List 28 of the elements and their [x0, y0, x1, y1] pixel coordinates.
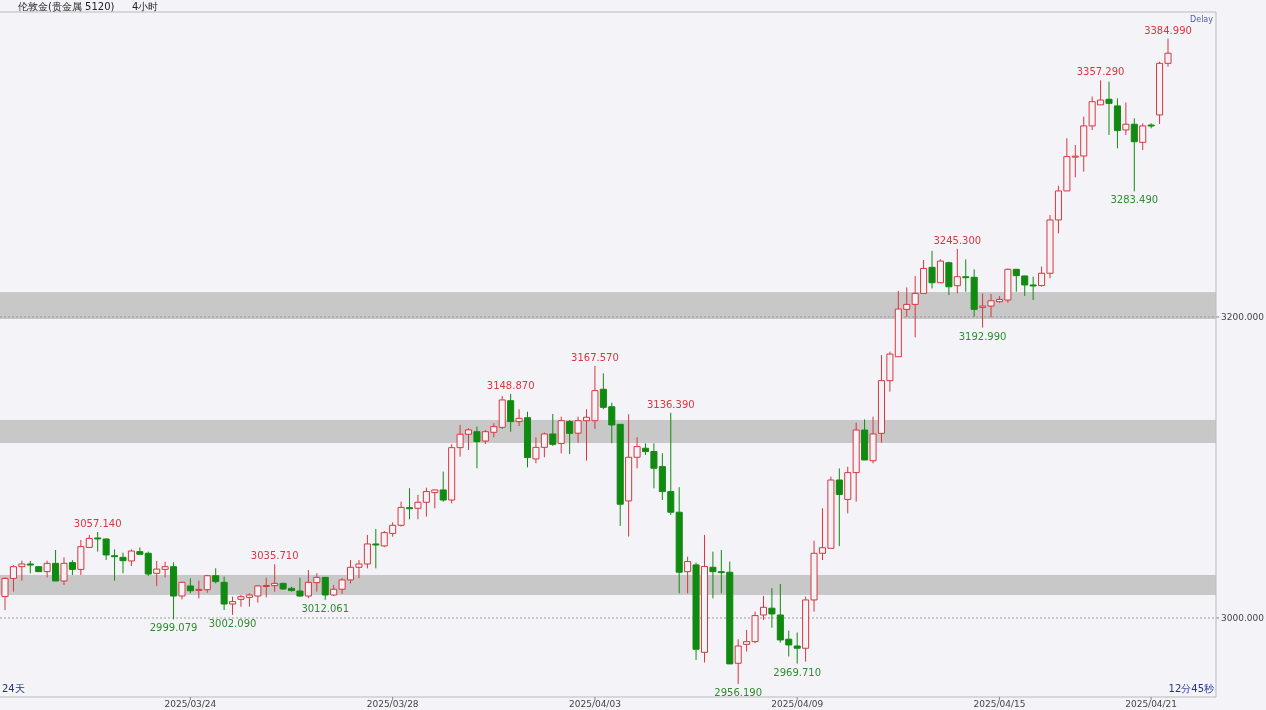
annotation: 3148.870: [486, 379, 535, 391]
annotation: 3283.490: [1110, 194, 1159, 206]
annotation: 3057.140: [73, 518, 122, 530]
y-tick-label: 3000.000: [1221, 613, 1265, 623]
chart-title: 伦敦金(贵金属 5120): [18, 1, 115, 12]
x-tick-label: 2025/03/28: [366, 699, 419, 709]
annotation: 12分45秒: [1168, 683, 1214, 694]
x-tick-label: 2025/04/03: [568, 699, 621, 709]
x-tick-label: 2025/04/15: [973, 699, 1026, 709]
y-tick-label: 3200.000: [1221, 312, 1265, 323]
annotation: 3012.061: [301, 602, 350, 614]
annotation: 2969.710: [773, 666, 822, 678]
annotation: 2956.190: [714, 686, 763, 698]
annotation: 24天: [2, 683, 25, 694]
chart-subtitle: 4小时: [132, 1, 159, 12]
x-tick-label: 2025/04/21: [1125, 699, 1178, 709]
annotation: 3167.570: [571, 351, 619, 363]
annotation: 3136.390: [646, 398, 695, 410]
text: Delay: [1190, 15, 1214, 24]
annotation: 3035.710: [250, 550, 299, 562]
annotation: 3002.090: [208, 617, 257, 629]
x-tick-label: 2025/04/09: [771, 699, 824, 709]
annotation: 3245.300: [933, 234, 982, 246]
annotation: 2999.079: [149, 622, 198, 634]
annotation: 3192.990: [958, 330, 1007, 342]
annotation: 3357.290: [1076, 66, 1125, 78]
annotation: 3384.990: [1144, 24, 1192, 36]
x-tick-label: 2025/03/24: [164, 699, 217, 709]
